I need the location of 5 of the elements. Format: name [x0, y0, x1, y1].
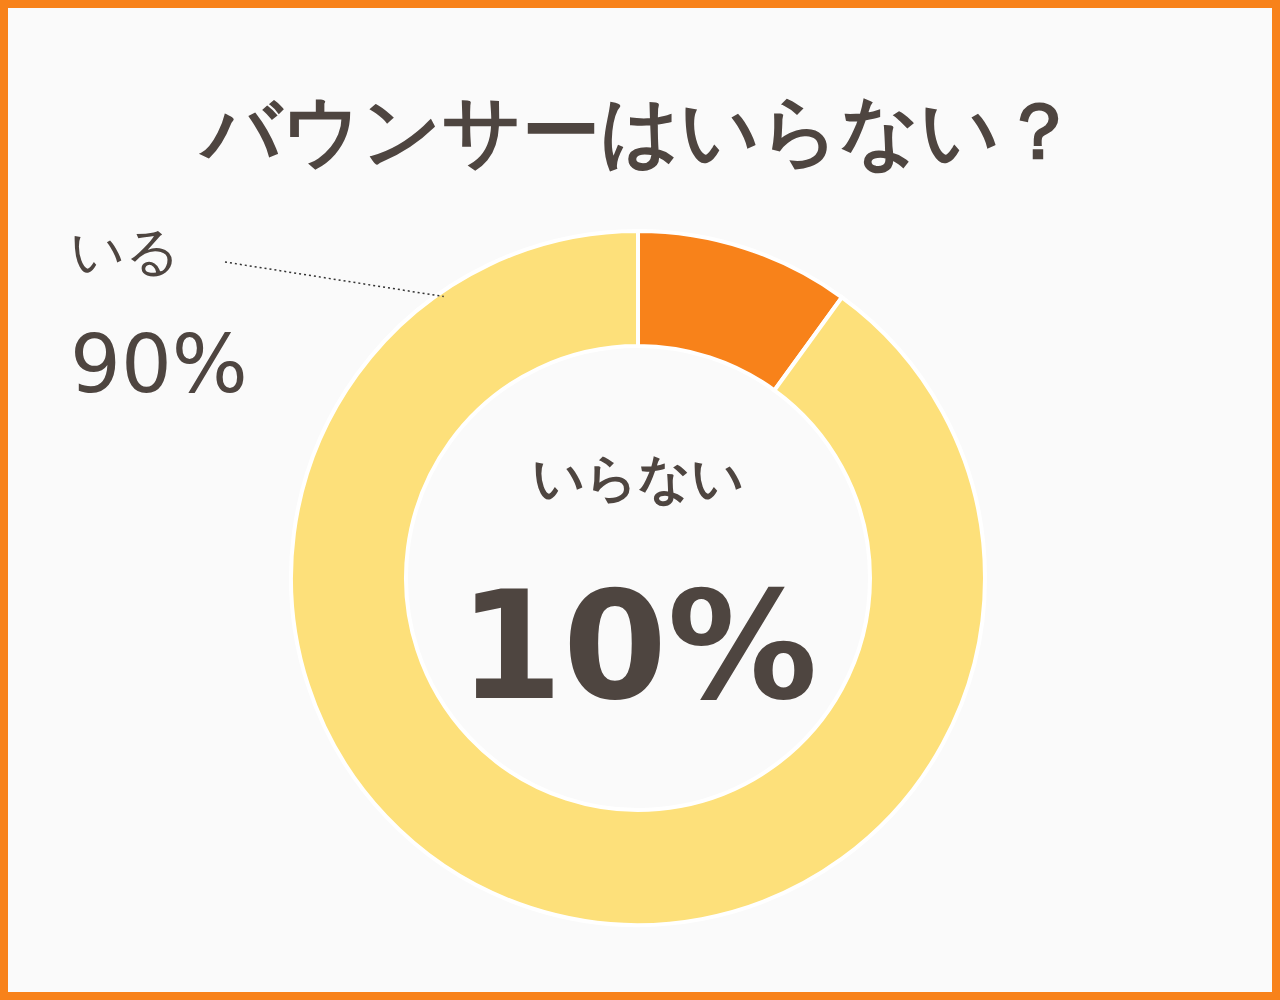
data-label: 10%	[458, 559, 818, 733]
data-label: 90%	[70, 318, 248, 411]
slice-label: いる	[70, 220, 180, 283]
chart-title: バウンサーはいらない？	[198, 86, 1078, 176]
slice-label: いらない	[532, 448, 744, 508]
